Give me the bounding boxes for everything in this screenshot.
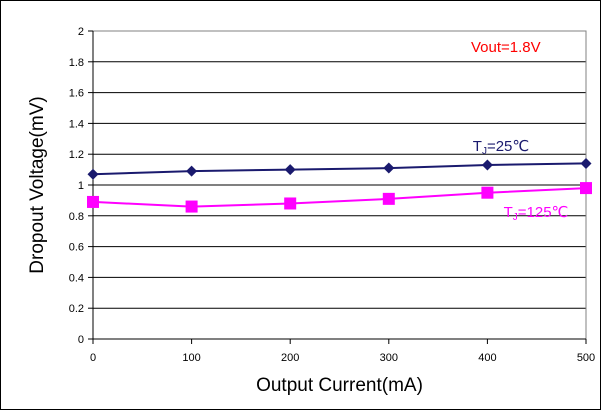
series [87, 157, 592, 213]
legend-label-tj125: TJ=125℃ [504, 204, 569, 223]
y-tick-label-3: 0.6 [69, 242, 84, 254]
series-0-point-0 [87, 168, 99, 180]
x-tick-label-2: 200 [281, 352, 299, 364]
series-1-point-4 [481, 186, 494, 199]
legend-label-tj125-sub: J [513, 212, 518, 223]
x-tick-label-5: 500 [577, 352, 595, 364]
x-tick-label-1: 100 [182, 352, 200, 364]
y-tick-label-8: 1.6 [69, 88, 84, 100]
series-0-point-2 [284, 164, 296, 176]
series-0-point-5 [580, 157, 592, 169]
y-tick-label-7: 1.4 [69, 118, 84, 130]
series-0-point-1 [186, 165, 198, 177]
y-tick-label-6: 1.2 [69, 149, 84, 161]
legend-label-tj25-prefix: T [473, 138, 482, 155]
series-1-point-1 [185, 200, 198, 213]
y-tick-label-5: 1 [78, 180, 84, 192]
x-tick-label-4: 400 [478, 352, 496, 364]
series-0-point-3 [383, 162, 395, 174]
axis-ticks: 0 0.2 0.4 0.6 0.8 1 1.2 1.4 1.6 1.8 2 0 100 200 300 400… [69, 26, 595, 364]
series-1-line [92, 187, 587, 208]
vout-annotation: Vout=1.8V [471, 39, 541, 56]
y-tick-label-1: 0.2 [69, 303, 84, 315]
y-tick-label-2: 0.4 [69, 272, 84, 284]
y-tick-label-4: 0.8 [69, 211, 84, 223]
legend-label-tj125-prefix: T [504, 204, 513, 221]
y-tick-label-9: 1.8 [69, 57, 84, 69]
legend-label-tj25-suffix: =25℃ [487, 138, 529, 155]
legend-label-tj125-suffix: =125℃ [518, 204, 569, 221]
y-axis-title: Dropout Voltage(mV) [27, 96, 48, 273]
series-1-point-2 [284, 197, 297, 210]
x-axis-title: Output Current(mA) [256, 375, 423, 396]
legend-label-tj25-sub: J [482, 146, 487, 157]
y-tick-label-0: 0 [78, 334, 84, 346]
x-tick-label-0: 0 [90, 352, 96, 364]
series-1-point-0 [87, 195, 99, 208]
y-tick-label-10: 2 [78, 26, 84, 38]
series-1-point-5 [580, 182, 592, 195]
series-1-point-3 [382, 192, 395, 205]
legend-label-tj25: TJ=25℃ [473, 138, 529, 157]
series-0-line [92, 162, 587, 176]
series-0-point-4 [481, 159, 493, 171]
grid [93, 61, 586, 309]
x-tick-label-3: 300 [380, 352, 398, 364]
